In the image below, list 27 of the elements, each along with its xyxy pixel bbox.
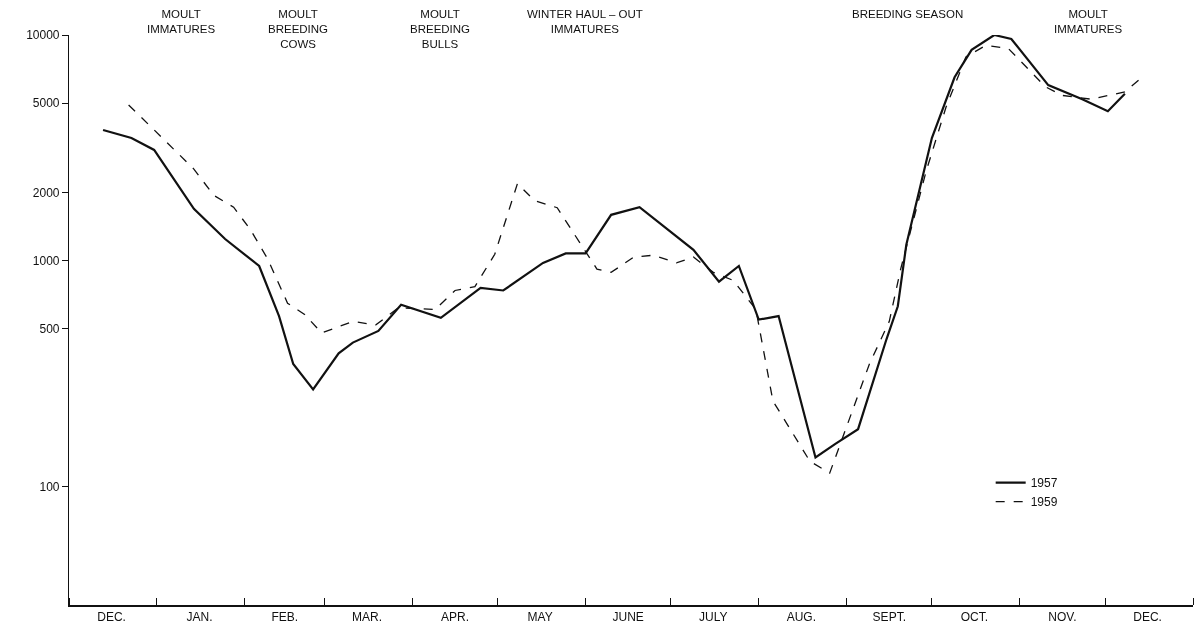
x-tick-label: APR. [441, 610, 470, 625]
y-tick-label: 500 [39, 322, 60, 337]
annotation: MOULT BREEDING COWS [268, 8, 329, 50]
x-tick-label: MAY [527, 610, 553, 625]
x-tick-label: JUNE [612, 610, 644, 625]
text: WINTER HAUL – OUT IMMATURES [527, 8, 643, 35]
y-tick-label: 100 [39, 480, 60, 495]
legend-label: 1959 [1030, 495, 1058, 510]
y-tick-label: 1000 [32, 254, 60, 269]
text: MOULT IMMATURES [1054, 8, 1123, 35]
x-tick-label: DEC. [97, 610, 126, 625]
text: MOULT IMMATURES [147, 8, 216, 35]
x-tick-label: JULY [699, 610, 728, 625]
annotation: MOULT BREEDING BULLS [410, 8, 471, 50]
legend-label: 1957 [1030, 476, 1058, 491]
x-tick-label: MAR. [352, 610, 383, 625]
x-tick-label: JAN. [186, 610, 213, 625]
x-tick-label: DEC. [1133, 610, 1162, 625]
x-tick-label: OCT. [960, 610, 989, 625]
text: BREEDING SEASON [852, 8, 964, 20]
y-tick-label: 5000 [32, 96, 60, 111]
x-tick-label: SEPT. [872, 610, 906, 625]
x-tick-label: FEB. [271, 610, 299, 625]
x-tick-label: AUG. [786, 610, 816, 625]
y-tick-label: 10000 [26, 28, 60, 43]
x-tick-label: NOV. [1048, 610, 1077, 625]
y-tick-label: 2000 [32, 186, 60, 201]
